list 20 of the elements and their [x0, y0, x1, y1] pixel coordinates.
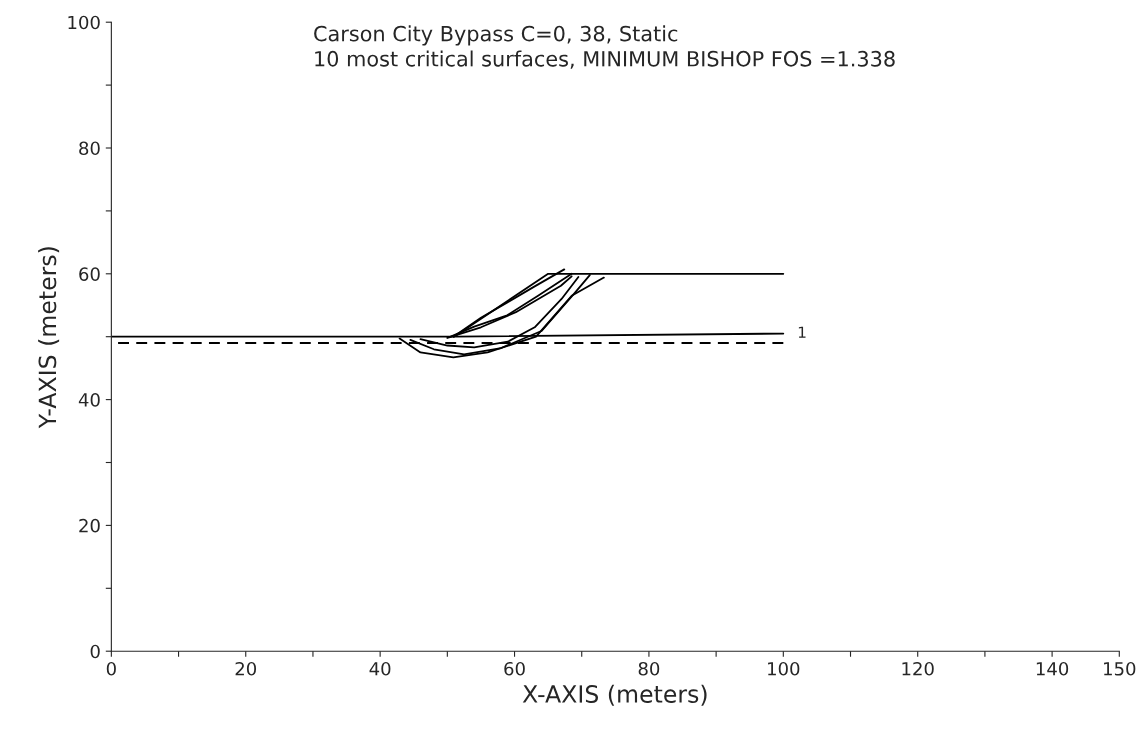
x-tick-label: 140: [1036, 661, 1069, 676]
x-axis-title: X-AXIS (meters): [522, 684, 707, 706]
x-tick-label: 20: [235, 661, 257, 676]
y-tick-label: 100: [68, 15, 100, 30]
x-tick-label: 60: [504, 661, 525, 676]
y-tick-label: 60: [79, 267, 100, 281]
y-tick-label: 80: [79, 141, 100, 156]
x-tick-label: 40: [369, 661, 391, 676]
chart-title: Carson City Bypass C=0, 38, Static: [314, 25, 678, 46]
text: 10 most critical surfaces, MINIMUM BISHOP FOS =1.338: [315, 50, 895, 69]
y-tick-label: 0: [90, 644, 100, 659]
x-tick-label: 100: [768, 661, 800, 676]
annotation: 1: [798, 326, 806, 338]
x-tick-label: 150: [1104, 661, 1136, 676]
x-tick-label: 80: [638, 661, 660, 676]
y-tick-label: 20: [79, 518, 100, 533]
x-tick-label: 120: [902, 661, 934, 676]
x-tick-label: 0: [106, 661, 116, 676]
y-axis-title: Y-AXIS (meters): [38, 247, 60, 429]
y-tick-label: 40: [78, 393, 100, 407]
